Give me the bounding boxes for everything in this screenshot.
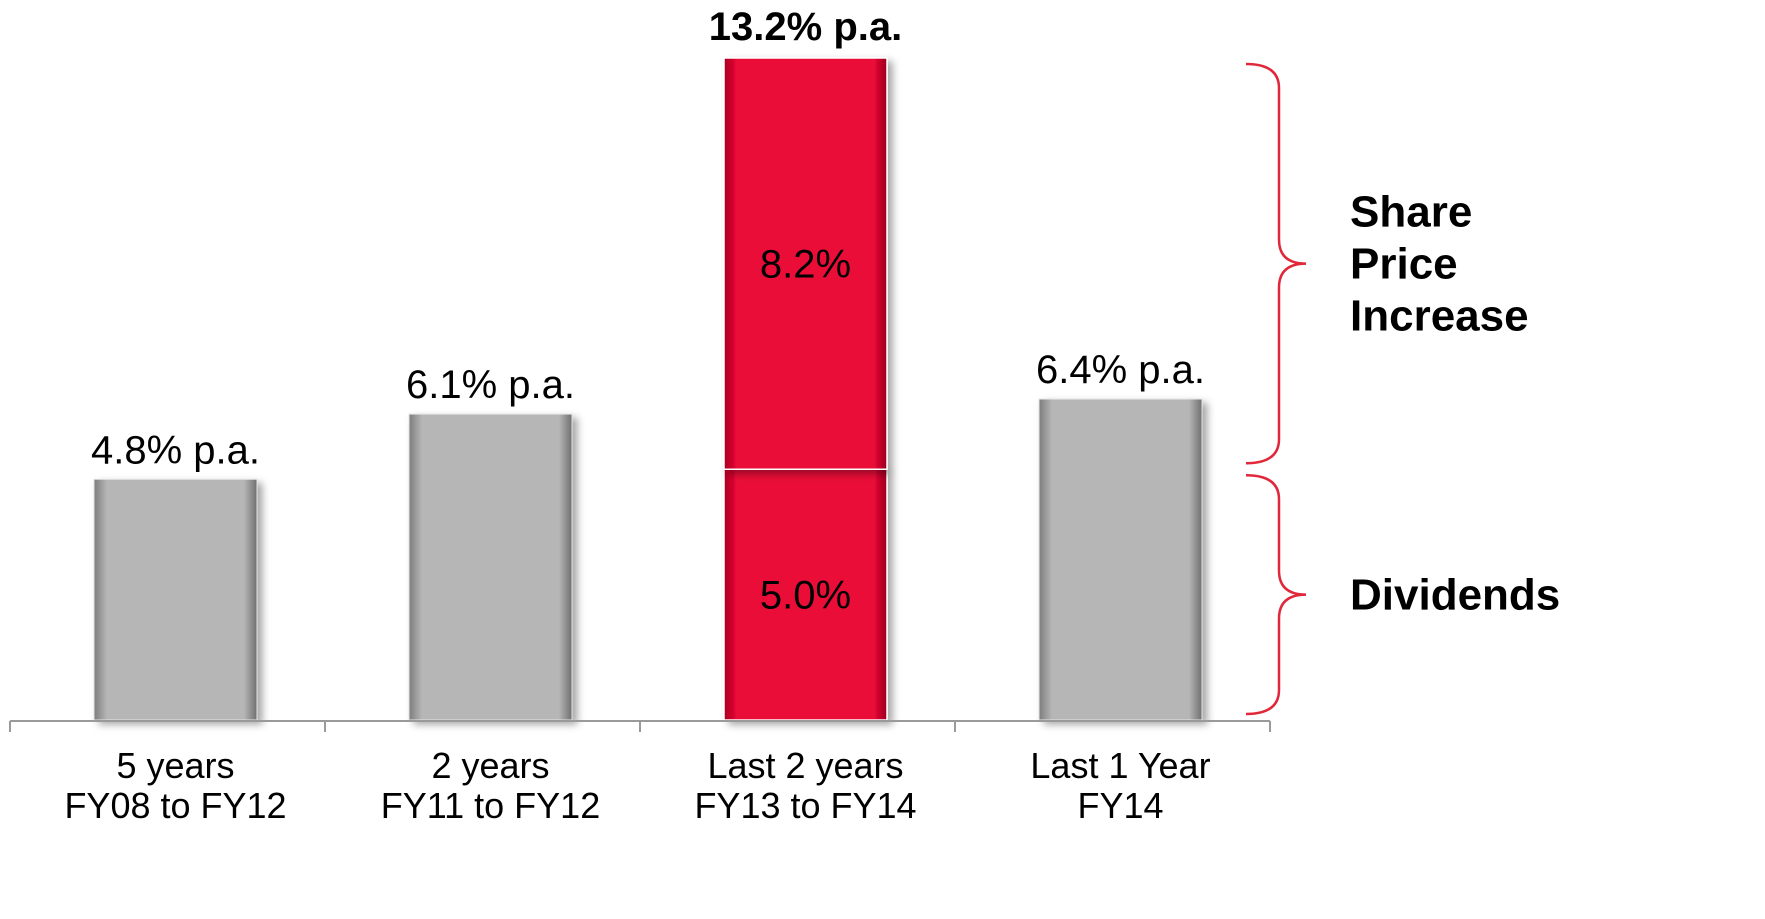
x-tick-label: Last 1 Year [1030, 745, 1210, 786]
x-tick-label: FY11 to FY12 [381, 785, 600, 826]
bar-value-label: 6.1% p.a. [406, 363, 575, 407]
brace-label: Share [1350, 188, 1472, 237]
bar [93, 478, 258, 721]
bar-value-label: 13.2% p.a. [709, 5, 902, 49]
bar [408, 413, 573, 721]
bar-value-label: 4.8% p.a. [91, 428, 260, 472]
curly-brace [1245, 473, 1307, 716]
curly-brace [1245, 62, 1307, 465]
x-tick-label: FY13 to FY14 [694, 785, 916, 826]
x-tick-label: 5 years [116, 745, 234, 786]
bar [1038, 398, 1203, 721]
x-tick-label: FY08 to FY12 [64, 785, 286, 826]
bar-segment-dividends [723, 468, 888, 721]
x-tick-label: Last 2 years [707, 745, 903, 786]
brace-label: Dividends [1350, 571, 1560, 620]
segment-value-label: 8.2% [760, 243, 851, 287]
brace-label: Price [1350, 240, 1458, 289]
segment-value-label: 5.0% [760, 574, 851, 618]
brace-label: Increase [1350, 292, 1529, 341]
x-tick-label: FY14 [1077, 785, 1163, 826]
bar-value-label: 6.4% p.a. [1036, 348, 1205, 392]
x-tick-label: 2 years [431, 745, 549, 786]
bar-segment-share-price-increase [723, 57, 888, 470]
